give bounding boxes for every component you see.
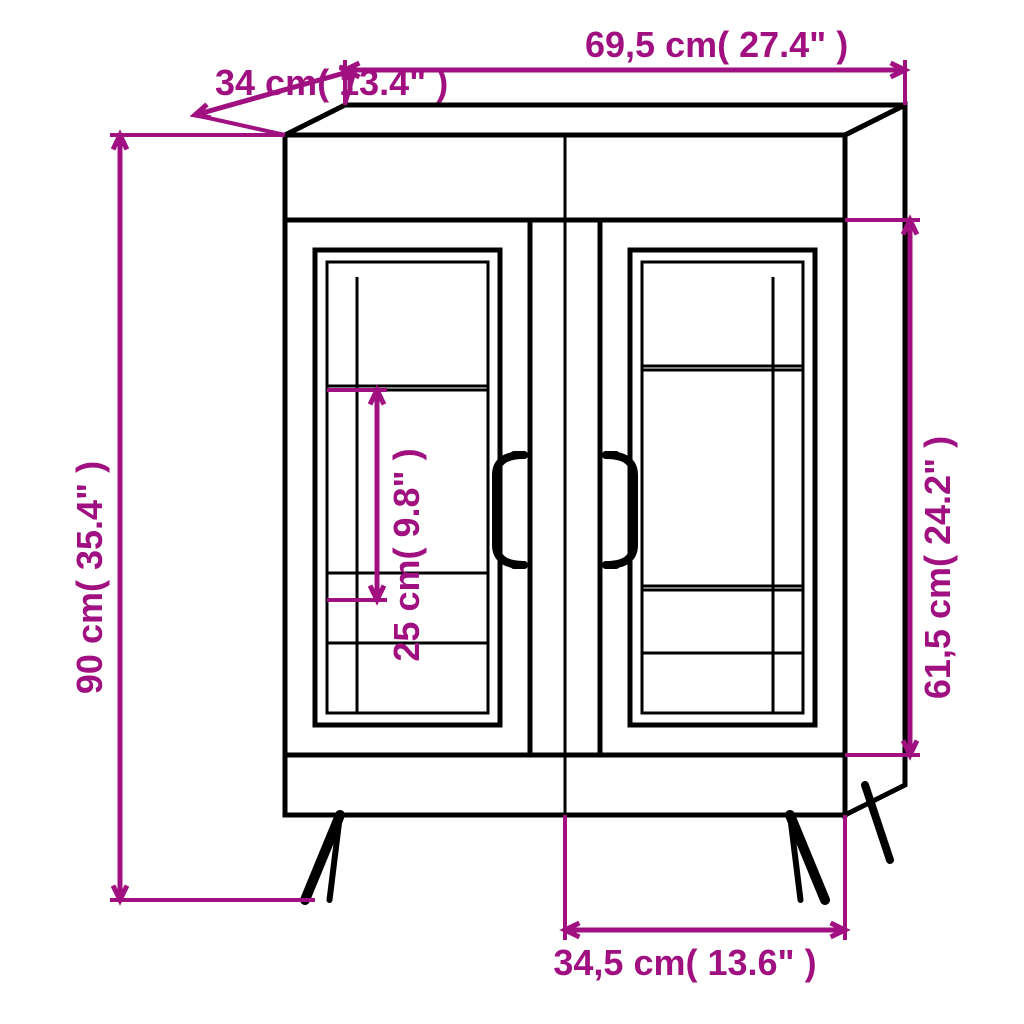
svg-text:25 cm( 9.8" ): 25 cm( 9.8" ) (386, 448, 427, 661)
svg-text:34,5 cm( 13.6" ): 34,5 cm( 13.6" ) (553, 942, 816, 983)
svg-text:34 cm( 13.4" ): 34 cm( 13.4" ) (215, 62, 448, 103)
svg-text:69,5 cm( 27.4" ): 69,5 cm( 27.4" ) (585, 24, 848, 65)
svg-text:61,5 cm( 24.2" ): 61,5 cm( 24.2" ) (917, 436, 958, 699)
svg-text:90 cm( 35.4" ): 90 cm( 35.4" ) (69, 461, 110, 694)
dimensions (110, 60, 920, 940)
